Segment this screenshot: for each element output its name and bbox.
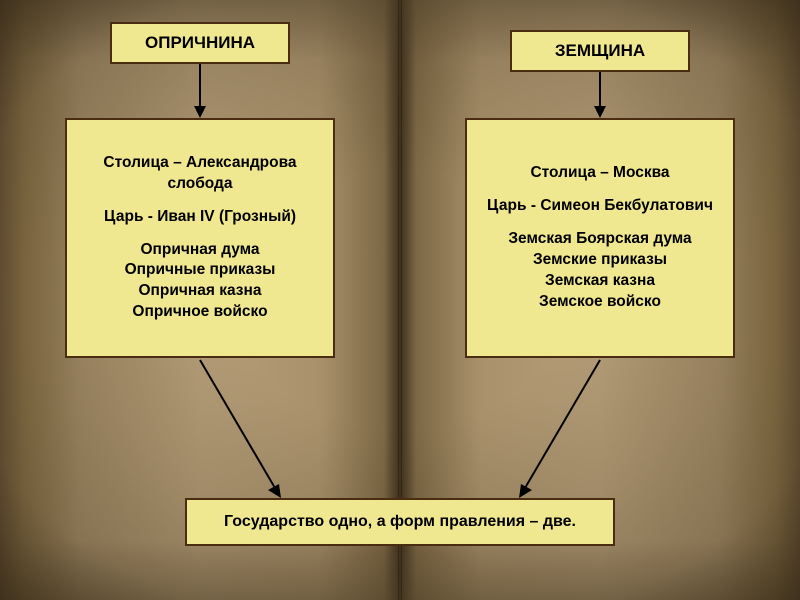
left-inst-0: Опричная дума [125,240,276,261]
bottom-text: Государство одно, а форм правления – две… [224,513,576,531]
left-title-text: ОПРИЧНИНА [145,33,255,53]
right-capital: Столица – Москва [530,163,669,184]
left-inst-1: Опричные приказы [125,260,276,281]
right-inst-3: Земское войско [508,292,691,313]
left-inst-3: Опричное войско [125,302,276,323]
left-tsar: Царь - Иван IV (Грозный) [104,207,296,228]
right-tsar: Царь - Симеон Бекбулатович [487,196,713,217]
right-content-box: Столица – Москва Царь - Симеон Бекбулато… [465,118,735,358]
right-inst-1: Земские приказы [508,250,691,271]
bottom-box: Государство одно, а форм правления – две… [185,498,615,546]
left-title-box: ОПРИЧНИНА [110,22,290,64]
right-inst-0: Земская Боярская дума [508,229,691,250]
right-title-box: ЗЕМЩИНА [510,30,690,72]
right-inst-2: Земская казна [508,271,691,292]
left-capital: Столица – Александрова слобода [77,153,323,195]
left-content-box: Столица – Александрова слобода Царь - Ив… [65,118,335,358]
right-title-text: ЗЕМЩИНА [555,41,645,61]
left-inst-2: Опричная казна [125,281,276,302]
